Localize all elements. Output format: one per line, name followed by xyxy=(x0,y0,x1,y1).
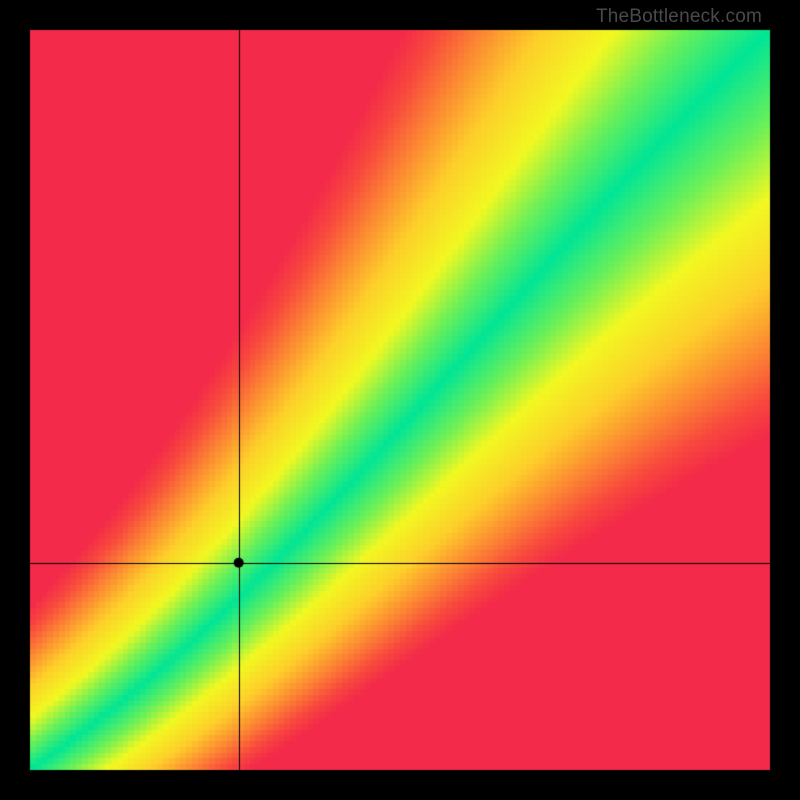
watermark-text: TheBottleneck.com xyxy=(596,6,762,28)
bottleneck-heatmap xyxy=(0,0,800,800)
chart-container: TheBottleneck.com xyxy=(0,0,800,800)
